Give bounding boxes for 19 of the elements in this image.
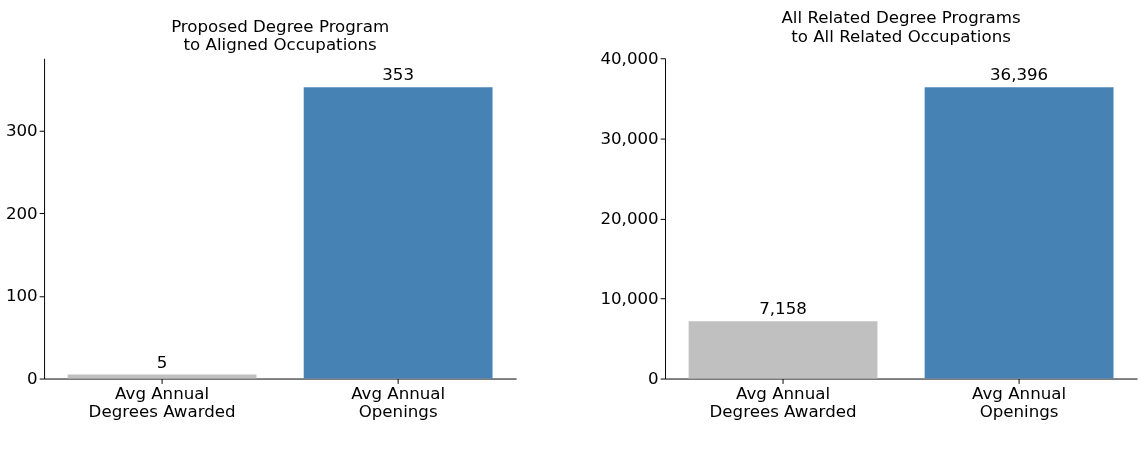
x-tick-label: Avg Annual Openings bbox=[351, 383, 446, 422]
chart-title: Proposed Degree Program to Aligned Occupations bbox=[171, 16, 390, 55]
y-tick-label: 10,000 bbox=[600, 288, 659, 308]
y-tick-label: 40,000 bbox=[600, 48, 659, 68]
y-tick-label: 200 bbox=[5, 203, 38, 223]
data-label: 353 bbox=[382, 65, 415, 85]
chart-title: All Related Degree Programs to All Related Occupations bbox=[781, 8, 1021, 46]
data-label: 5 bbox=[156, 352, 168, 372]
y-tick-label: 0 bbox=[27, 368, 38, 388]
data-label: 7,158 bbox=[759, 299, 807, 319]
x-tick-label: Avg Annual Degrees Awarded bbox=[88, 383, 236, 422]
x-tick-label: Avg Annual Openings bbox=[972, 383, 1067, 422]
y-tick-label: 300 bbox=[5, 121, 38, 141]
y-tick-label: 0 bbox=[648, 368, 659, 388]
x-tick-label: Avg Annual Degrees Awarded bbox=[709, 383, 857, 422]
y-tick-label: 100 bbox=[5, 286, 38, 306]
y-tick-label: 20,000 bbox=[600, 208, 659, 228]
data-label: 36,396 bbox=[989, 65, 1049, 85]
y-tick-label: 30,000 bbox=[600, 128, 659, 148]
